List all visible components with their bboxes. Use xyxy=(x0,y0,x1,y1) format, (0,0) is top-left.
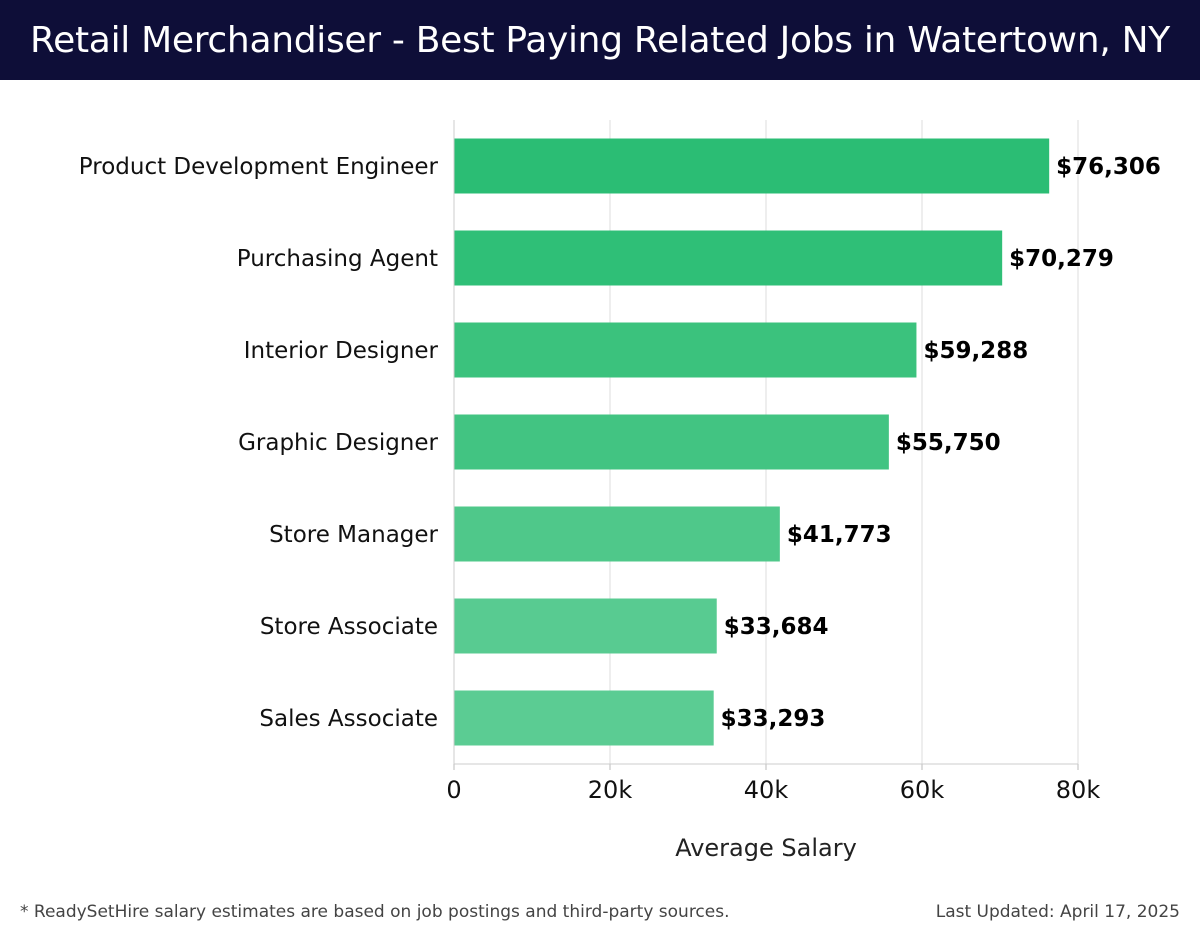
data-label: $55,750 xyxy=(896,430,1001,456)
y-tick-label: Graphic Designer xyxy=(238,430,438,456)
footer-note: * ReadySetHire salary estimates are base… xyxy=(20,902,730,922)
bar xyxy=(454,598,717,654)
footer-updated: Last Updated: April 17, 2025 xyxy=(935,902,1180,922)
data-label: $59,288 xyxy=(923,338,1028,364)
bar xyxy=(454,506,780,562)
x-tick-label: 0 xyxy=(446,776,461,804)
data-label: $70,279 xyxy=(1009,246,1114,272)
bar xyxy=(454,690,714,746)
x-tick-label: 60k xyxy=(900,776,945,804)
data-label: $33,684 xyxy=(724,614,829,640)
y-tick-label: Store Manager xyxy=(269,522,438,548)
bar xyxy=(454,230,1003,286)
x-axis-label: Average Salary xyxy=(675,834,857,862)
x-tick-label: 80k xyxy=(1056,776,1101,804)
bars: Product Development Engineer $76,306 Purch… xyxy=(79,138,1161,746)
x-tick-label: 40k xyxy=(744,776,789,804)
y-tick-label: Purchasing Agent xyxy=(237,246,438,272)
chart-title: Retail Merchandiser - Best Paying Relate… xyxy=(0,0,1200,80)
data-label: $33,293 xyxy=(721,706,826,732)
x-axis: 0 20k 40k 60k 80k xyxy=(446,120,1100,804)
y-tick-label: Product Development Engineer xyxy=(79,154,439,180)
x-tick-label: 20k xyxy=(588,776,633,804)
data-label: $76,306 xyxy=(1056,154,1161,180)
bar xyxy=(454,138,1050,194)
bar xyxy=(454,414,889,470)
y-tick-label: Store Associate xyxy=(260,614,438,640)
data-label: $41,773 xyxy=(787,522,892,548)
y-tick-label: Interior Designer xyxy=(244,338,439,364)
bar-chart: Product Development Engineer $76,306 Purch… xyxy=(79,120,1161,862)
bar xyxy=(454,322,917,378)
y-tick-label: Sales Associate xyxy=(259,706,438,732)
